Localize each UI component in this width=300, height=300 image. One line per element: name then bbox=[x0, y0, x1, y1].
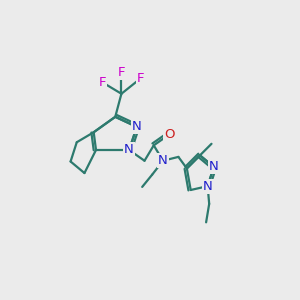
Text: N: N bbox=[209, 160, 219, 173]
Text: F: F bbox=[118, 66, 125, 79]
Text: N: N bbox=[203, 180, 212, 193]
Text: N: N bbox=[132, 120, 142, 134]
Text: F: F bbox=[137, 72, 144, 85]
Text: F: F bbox=[98, 76, 106, 89]
Text: O: O bbox=[164, 128, 174, 141]
Text: N: N bbox=[158, 154, 168, 167]
Text: N: N bbox=[124, 143, 134, 157]
